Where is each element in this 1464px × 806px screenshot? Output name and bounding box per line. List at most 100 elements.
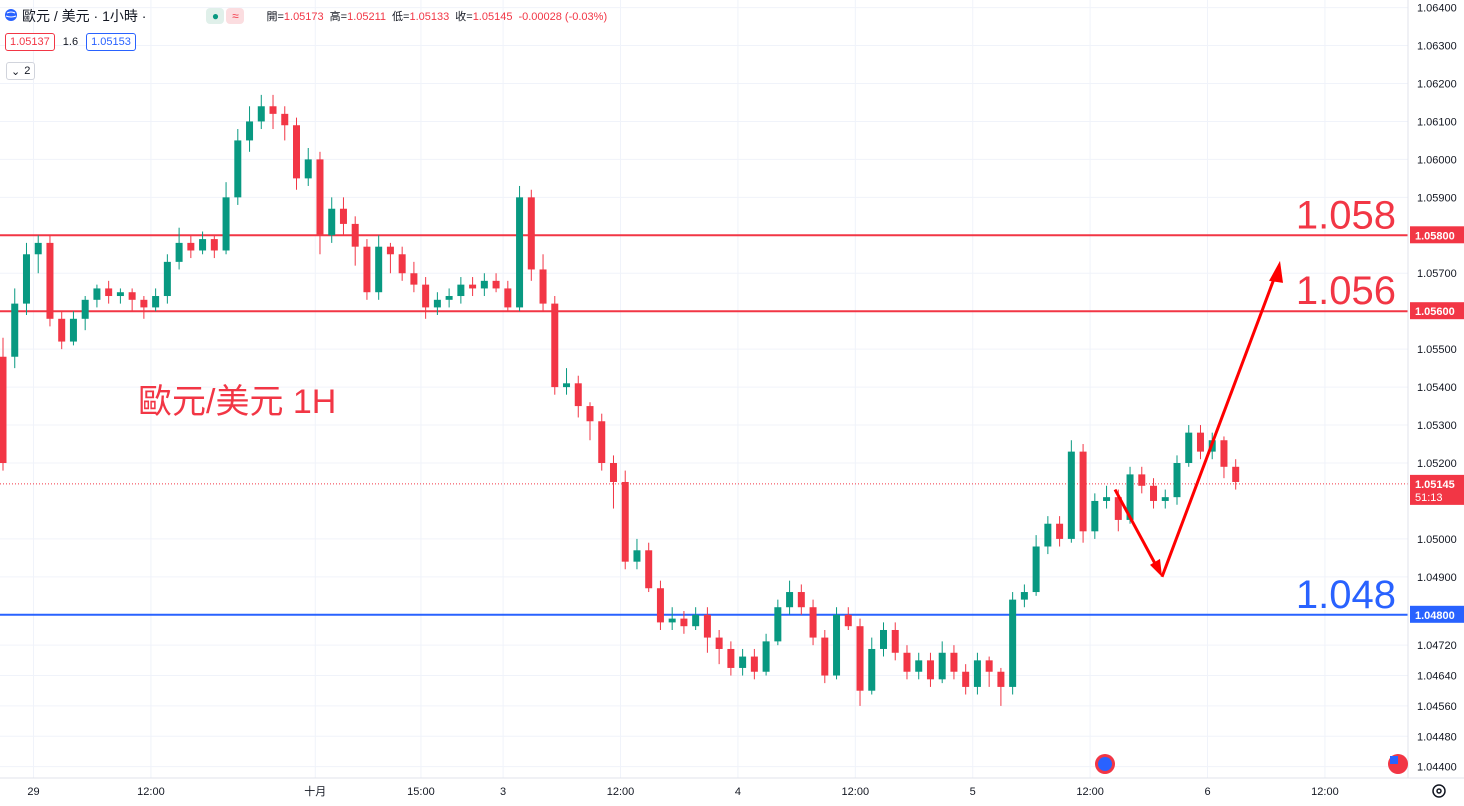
candle-body — [281, 113, 289, 126]
candle-body — [621, 481, 629, 562]
x-tick-label: 5 — [970, 786, 976, 798]
y-tick-label: 1.04900 — [1417, 572, 1457, 584]
candle-body — [469, 284, 477, 289]
candle-body — [774, 607, 782, 642]
candle-body — [680, 618, 688, 627]
candles — [0, 94, 1240, 706]
y-tick-label: 1.04720 — [1417, 640, 1457, 652]
candle-body — [880, 629, 887, 649]
y-tick-label: 1.04640 — [1417, 671, 1457, 683]
x-tick-label: 12:00 — [1076, 786, 1104, 798]
globe-icon — [1098, 757, 1112, 771]
y-tick-label: 1.04400 — [1417, 762, 1457, 774]
candle-body — [750, 656, 758, 672]
candle-body — [703, 614, 711, 638]
level-label: 1.056 — [1296, 269, 1396, 313]
candle-body — [69, 318, 77, 342]
candle-body — [809, 607, 817, 638]
candle-body — [234, 140, 242, 198]
candle-body — [422, 284, 430, 308]
spread-value: 1.6 — [62, 36, 79, 48]
candle-body — [997, 671, 1005, 687]
candle-body — [105, 288, 113, 297]
candle-body — [504, 288, 512, 308]
candle-body — [985, 660, 993, 672]
candle-body — [11, 303, 19, 357]
candle-body — [539, 269, 547, 304]
y-tick-label: 1.05900 — [1417, 192, 1457, 204]
y-tick-label: 1.06000 — [1417, 154, 1457, 166]
candle-body — [1138, 474, 1146, 486]
candle-body — [633, 550, 641, 562]
bid-button[interactable]: 1.05137 — [5, 33, 55, 51]
ohlc-label: 高= — [329, 11, 348, 23]
price-axis[interactable]: 1.06400 1.06300 1.06200 1.06100 1.06000 1.059… — [1407, 0, 1464, 806]
candle-body — [480, 280, 488, 289]
candle-body — [856, 626, 864, 691]
gear-icon[interactable] — [1430, 782, 1448, 800]
candle-body — [246, 121, 254, 141]
candle-body — [58, 318, 66, 342]
candle-body — [645, 550, 653, 589]
candle-body — [715, 637, 723, 649]
globe-icon — [4, 8, 18, 25]
candle-body — [492, 280, 500, 289]
candle-body — [926, 660, 934, 680]
chart-annotation: 歐元/美元 1H — [138, 383, 336, 421]
x-tick-label: 29 — [27, 786, 39, 798]
x-tick-label: 15:00 — [407, 786, 435, 798]
ohlc-label: 收= — [455, 11, 473, 23]
candle-body — [410, 273, 418, 285]
candle-body — [844, 614, 852, 627]
candle-body — [152, 296, 160, 308]
candle-body — [563, 383, 571, 388]
candle-body — [727, 648, 735, 668]
candle-body — [140, 299, 148, 308]
y-tick-label: 1.05500 — [1417, 344, 1457, 356]
candle-body — [175, 242, 183, 262]
level-price-tag — [1410, 226, 1464, 244]
candle-body — [1220, 440, 1228, 467]
ohlc-value: 1.05145 — [472, 11, 513, 23]
candle-body — [950, 652, 958, 672]
y-tick-label: 1.05000 — [1417, 534, 1457, 546]
candle-body — [609, 463, 617, 482]
candle-body — [574, 383, 582, 407]
y-tick-label: 1.04480 — [1417, 731, 1457, 743]
x-tick-label: 十月 — [304, 784, 326, 798]
candle-body — [915, 660, 923, 672]
indicator-collapse-button[interactable]: ⌄ 2 — [6, 62, 36, 80]
x-tick-label: 12:00 — [607, 786, 635, 798]
candle-body — [1103, 497, 1111, 501]
forecast-down-leg — [1113, 488, 1161, 572]
candle-body — [786, 592, 794, 608]
ohlc-value: 1.05133 — [409, 11, 450, 23]
y-tick-label: 1.06300 — [1417, 41, 1457, 53]
candle-body — [257, 106, 265, 122]
ohlc-value: 1.05211 — [347, 11, 387, 23]
indicator-count: 2 — [24, 65, 31, 77]
ask-button[interactable]: 1.05153 — [86, 33, 136, 51]
symbol-title[interactable]: 歐元 / 美元 · 1小時 · — [22, 8, 147, 24]
candle-body — [1020, 592, 1028, 600]
y-tick-label: 1.04560 — [1417, 701, 1457, 713]
candle-body — [93, 288, 101, 300]
candle-body — [762, 641, 770, 672]
level-label: 1.048 — [1296, 573, 1396, 617]
candle-body — [386, 246, 394, 255]
candle-body — [692, 614, 700, 627]
candle-body — [586, 406, 594, 422]
market-open-icon: ● — [206, 8, 225, 24]
x-tick-label: 3 — [500, 786, 506, 798]
price-axis-bg — [1408, 0, 1464, 806]
level-price-text: 1.05800 — [1415, 230, 1455, 242]
y-tick-label: 1.06100 — [1417, 116, 1457, 128]
candle-body — [833, 614, 841, 676]
candle-body — [1056, 523, 1064, 539]
candle-body — [739, 656, 747, 668]
symbol-header: 歐元 / 美元 · 1小時 · ● ≈ 開=1.05173 高=1.05211 低=… — [4, 6, 613, 26]
candle-body — [128, 292, 136, 300]
time-axis[interactable]: 29 12:00 十月 15:00 3 12:00 4 12:00 5 12:00 6 12:00 — [0, 754, 1464, 798]
candle-body — [598, 421, 606, 464]
